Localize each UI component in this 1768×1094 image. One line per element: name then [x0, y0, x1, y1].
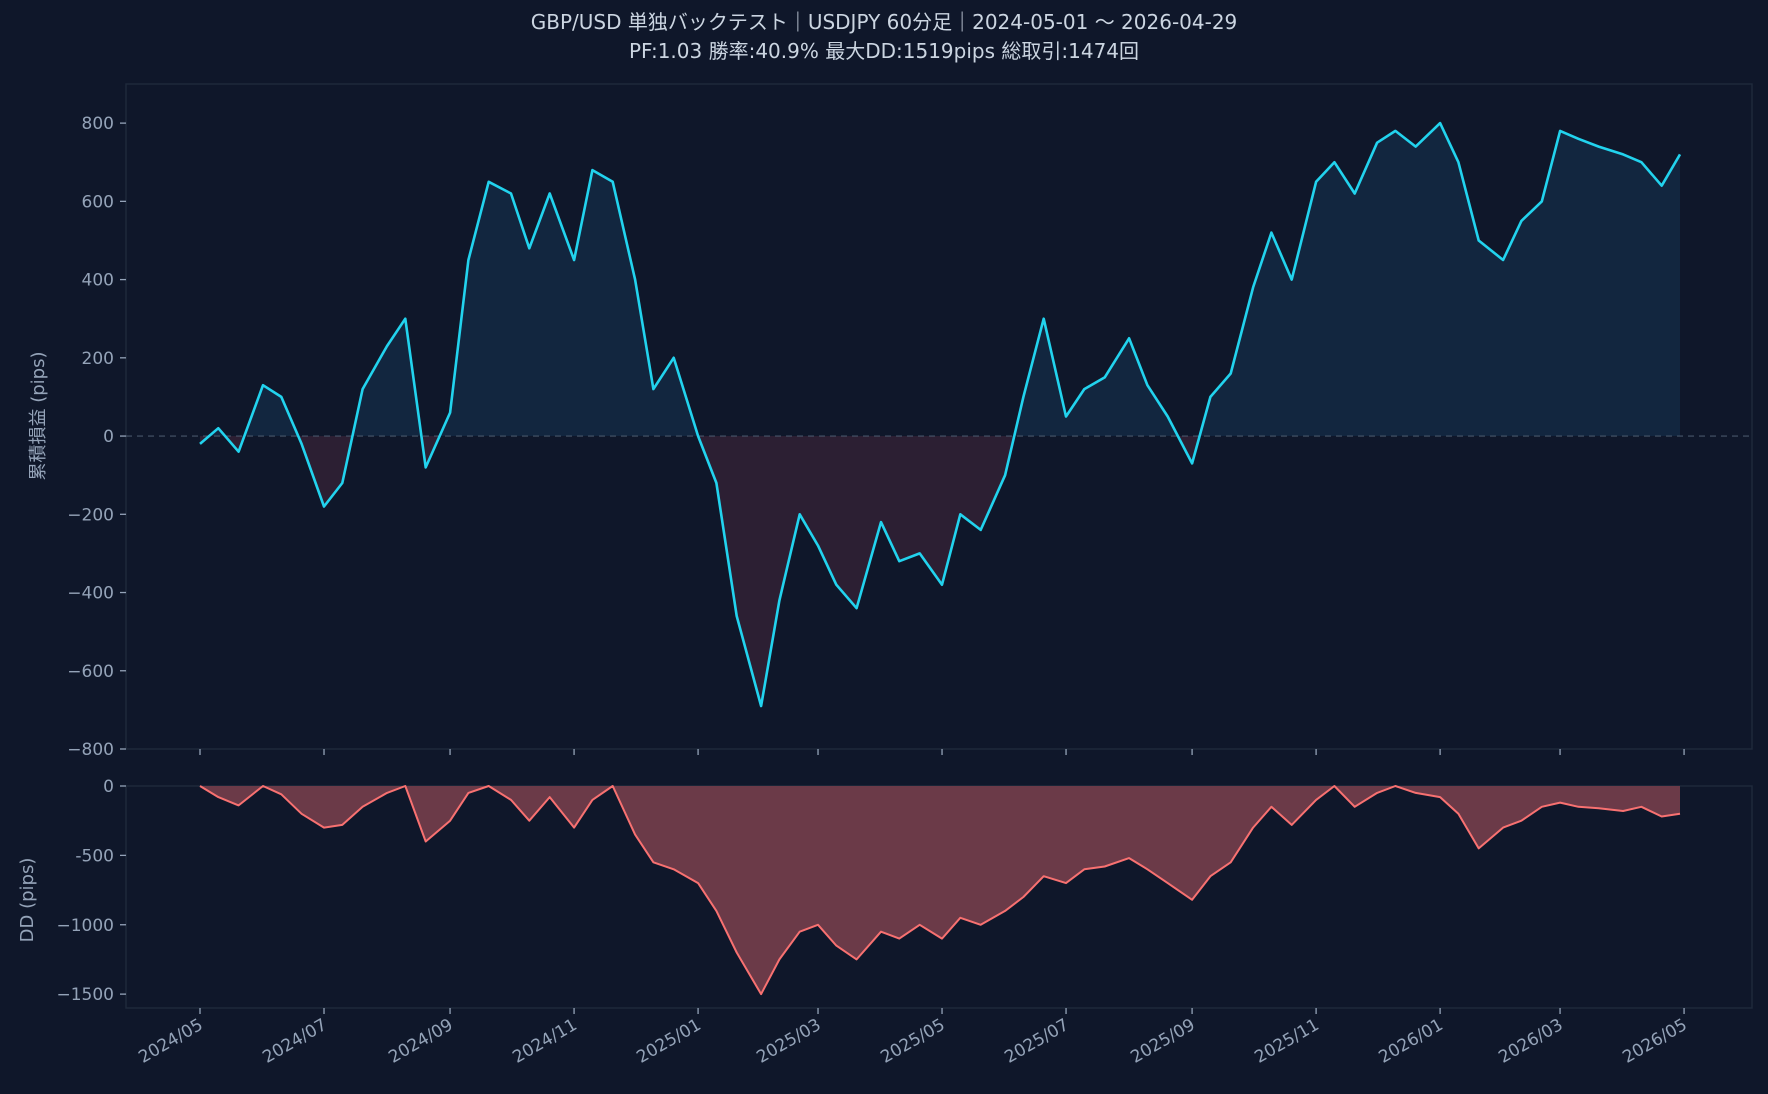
equity-panel-frame — [125, 83, 1753, 750]
equity-fill-segment-8 — [698, 436, 1015, 706]
equity-y-tick-label: 200 — [82, 349, 114, 369]
equity-y-tick-label: −400 — [67, 584, 114, 604]
drawdown-y-ticks: 0 -500 −1000 −1500 — [56, 777, 126, 1005]
drawdown-y-axis-label: DD (pips) — [17, 858, 38, 943]
drawdown-y-tick-label: -500 — [75, 846, 114, 866]
equity-fill-segment-10 — [1177, 436, 1200, 464]
equity-y-ticks: 800 600 400 200 0 −200 −400 −600 −800 — [67, 114, 126, 760]
equity-y-tick-label: 400 — [82, 271, 114, 291]
chart-subtitle: PF:1.03 勝率:40.9% 最大DD:1519pips 総取引:1474回 — [629, 39, 1139, 63]
equity-fill-segment-3 — [244, 385, 299, 437]
equity-y-axis-label: 累積損益 (pips) — [28, 352, 49, 481]
drawdown-y-tick-label: −1500 — [56, 985, 114, 1005]
equity-x-ticks — [199, 749, 1685, 755]
equity-y-tick-label: −600 — [67, 662, 114, 682]
equity-fill-segment-0 — [200, 436, 210, 444]
equity-fill-segment-11 — [1199, 123, 1680, 437]
equity-y-tick-label: −200 — [67, 505, 114, 525]
equity-y-tick-label: 800 — [82, 114, 114, 134]
drawdown-fill — [200, 786, 1680, 995]
drawdown-series-line — [199, 785, 1681, 996]
equity-fill-segment-4 — [298, 436, 353, 507]
equity-y-tick-label: −800 — [67, 740, 114, 760]
equity-fill — [200, 123, 1680, 706]
equity-fill-segment-5 — [352, 318, 422, 437]
equity-panel: 800 600 400 200 0 −200 −400 −600 −800 累積損益 (pips… — [28, 83, 1753, 760]
equity-fill-segment-9 — [1014, 318, 1178, 437]
equity-series-line — [199, 121, 1682, 708]
chart-title: GBP/USD 単独バックテスト｜USDJPY 60分足｜2024-05-01 … — [531, 10, 1238, 34]
equity-y-tick-label: 600 — [82, 192, 114, 212]
drawdown-y-tick-label: 0 — [103, 777, 114, 797]
drawdown-y-tick-label: −1000 — [56, 916, 114, 936]
equity-y-tick-label: 0 — [103, 427, 114, 447]
equity-fill-segment-7 — [439, 170, 699, 437]
